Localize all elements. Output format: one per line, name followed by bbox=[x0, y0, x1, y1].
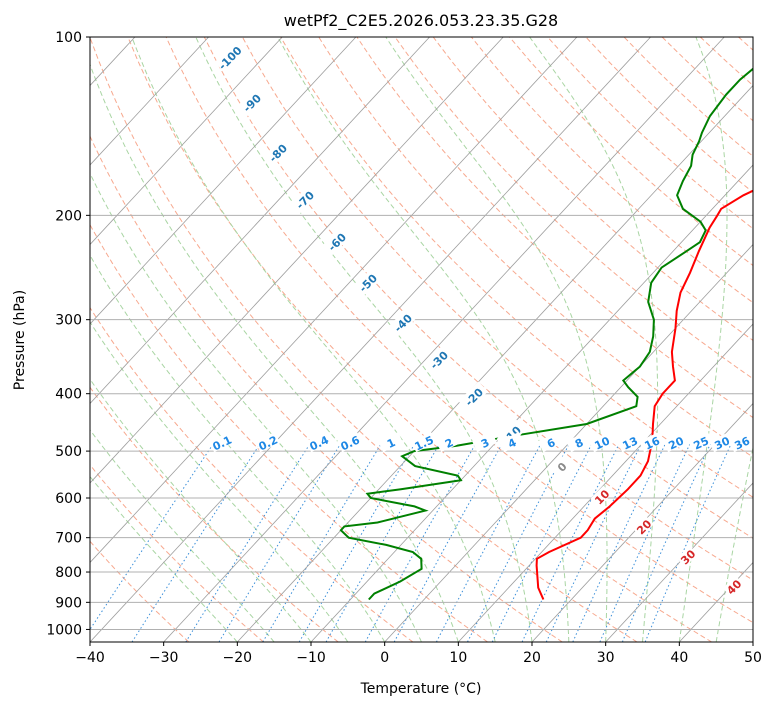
y-axis-label: Pressure (hPa) bbox=[12, 290, 28, 390]
y-tick-label: 700 bbox=[55, 531, 82, 547]
y-tick-label: 1000 bbox=[46, 622, 82, 638]
y-tick-label: 400 bbox=[55, 387, 82, 403]
x-tick-label: −40 bbox=[75, 650, 105, 666]
x-axis-label: Temperature (°C) bbox=[360, 681, 482, 697]
y-tick-label: 100 bbox=[55, 30, 82, 46]
y-tick-label: 800 bbox=[55, 565, 82, 581]
x-tick-label: −20 bbox=[223, 650, 253, 666]
x-tick-label: 30 bbox=[597, 650, 615, 666]
y-tick-label: 300 bbox=[55, 313, 82, 329]
y-tick-label: 600 bbox=[55, 491, 82, 507]
x-tick-label: 10 bbox=[449, 650, 467, 666]
x-tick-label: −10 bbox=[296, 650, 326, 666]
x-tick-label: 0 bbox=[380, 650, 389, 666]
x-tick-label: 50 bbox=[744, 650, 762, 666]
x-tick-label: −30 bbox=[149, 650, 179, 666]
chart-title: wetPf2_C2E5.2026.053.23.35.G28 bbox=[284, 11, 558, 31]
y-tick-label: 500 bbox=[55, 444, 82, 460]
y-tick-label: 200 bbox=[55, 208, 82, 224]
x-tick-label: 40 bbox=[670, 650, 688, 666]
x-tick-label: 20 bbox=[523, 650, 541, 666]
y-tick-label: 900 bbox=[55, 595, 82, 611]
